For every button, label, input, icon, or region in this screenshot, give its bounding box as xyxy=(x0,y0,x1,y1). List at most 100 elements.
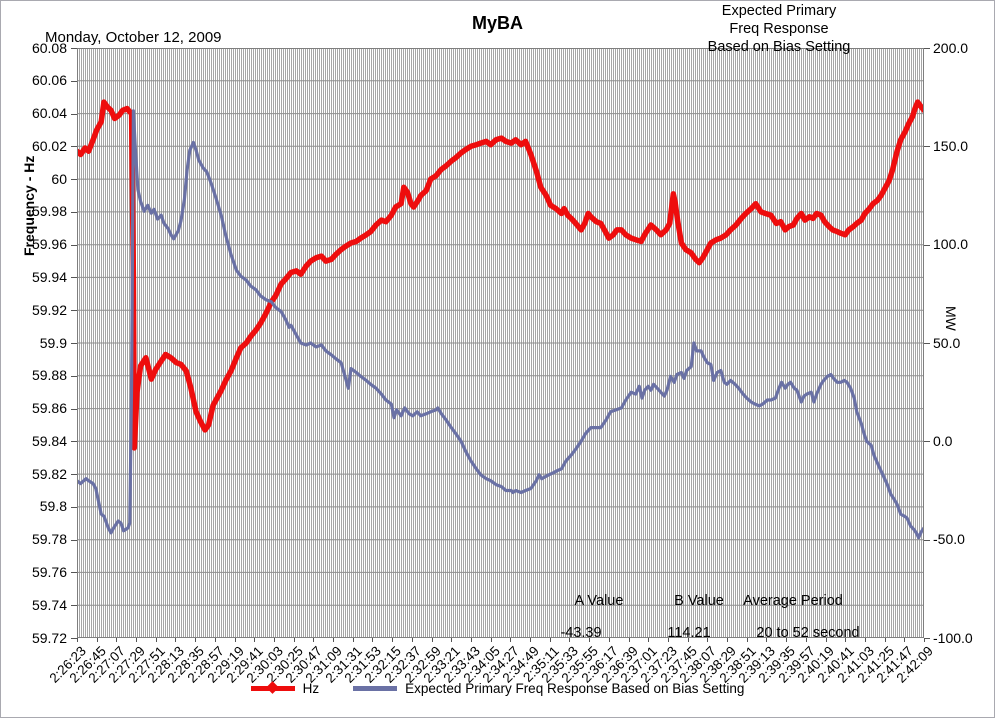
annotation-avg-period-value: 20 to 52 second xyxy=(756,625,860,641)
right-header-line-3: Based on Bias Setting xyxy=(707,39,851,55)
y-left-tick-mark xyxy=(71,244,77,246)
x-tick-mark xyxy=(667,638,669,642)
annotation-a-value: -43.39 xyxy=(560,625,602,641)
x-tick-mark xyxy=(569,638,571,642)
x-tick-mark xyxy=(608,638,610,642)
y-left-tick-label: 60.06 xyxy=(31,72,67,89)
y-left-tick-label: 59.72 xyxy=(31,629,67,646)
y-right-tick-label: 100.0 xyxy=(933,236,969,253)
legend-response-label: Expected Primary Freq Response Based on … xyxy=(405,681,745,696)
y-left-tick-label: 59.98 xyxy=(31,203,67,220)
x-tick-mark xyxy=(687,638,689,642)
hz-diamond-marker-icon xyxy=(265,681,279,694)
x-tick-mark xyxy=(825,638,827,642)
x-tick-mark xyxy=(411,638,413,642)
x-tick-mark xyxy=(628,638,630,642)
x-tick-mark xyxy=(727,638,729,642)
y-left-tick-label: 59.88 xyxy=(31,367,67,384)
x-tick-mark xyxy=(746,638,748,642)
y-right-tick-mark xyxy=(924,343,930,344)
x-tick-mark xyxy=(490,638,492,642)
x-tick-mark xyxy=(510,638,512,642)
x-tick-mark xyxy=(195,638,197,642)
annotation-avg-period-label: Average Period xyxy=(743,593,843,609)
response-series-line-sample xyxy=(353,686,398,691)
x-tick-mark xyxy=(333,638,335,642)
x-tick-mark xyxy=(96,638,98,642)
annotation-b-value: 114.21 xyxy=(667,625,711,641)
y-left-tick-mark xyxy=(71,48,77,49)
x-tick-mark xyxy=(254,638,256,642)
y-left-tick-mark xyxy=(71,310,77,312)
hz-series-line xyxy=(77,99,924,451)
x-tick-mark xyxy=(884,638,886,642)
y-left-tick-mark xyxy=(71,113,77,115)
x-tick-mark xyxy=(136,638,138,642)
response-series-line xyxy=(77,109,924,540)
y-right-tick-label: -100.0 xyxy=(933,629,973,646)
x-tick-mark xyxy=(549,638,551,642)
x-tick-mark xyxy=(392,638,394,642)
x-tick-mark xyxy=(313,638,315,642)
y-left-tick-label: 59.86 xyxy=(31,400,67,417)
y-right-tick-label: 150.0 xyxy=(933,137,969,154)
y-right-axis-title: MW xyxy=(943,306,959,331)
y-right-tick-mark xyxy=(924,638,930,639)
y-left-tick-mark xyxy=(71,375,77,377)
y-right-tick-mark xyxy=(924,539,930,541)
y-left-tick-label: 60.08 xyxy=(31,39,67,56)
hz-series-line-sample xyxy=(250,681,295,694)
right-header-line-1: Expected Primary xyxy=(721,3,837,19)
y-left-tick-label: 59.74 xyxy=(31,596,67,613)
y-right-tick-mark xyxy=(924,244,930,246)
x-tick-mark xyxy=(530,638,532,642)
y-right-tick-mark xyxy=(924,441,930,443)
x-tick-mark xyxy=(589,638,591,642)
y-right-tick-label: 0.0 xyxy=(933,432,953,449)
y-left-tick-mark xyxy=(71,343,77,344)
x-tick-mark xyxy=(451,638,453,642)
y-right-tick-label: -50.0 xyxy=(933,531,965,548)
x-tick-mark xyxy=(707,638,709,642)
x-tick-mark xyxy=(924,638,925,642)
x-tick-mark xyxy=(766,638,768,642)
x-tick-mark xyxy=(431,638,433,642)
y-left-tick-label: 60.04 xyxy=(31,105,67,122)
x-tick-mark xyxy=(904,638,906,642)
chart-title: MyBA xyxy=(471,13,523,33)
y-left-tick-mark xyxy=(71,408,77,410)
y-right-tick-mark xyxy=(924,146,930,148)
y-left-tick-mark xyxy=(71,211,77,213)
y-left-tick-mark xyxy=(71,539,77,541)
legend: Hz Expected Primary Freq Response Based … xyxy=(1,681,994,696)
right-header-line-2: Freq Response xyxy=(729,21,829,37)
y-left-tick-label: 59.9 xyxy=(39,334,67,351)
x-tick-mark xyxy=(293,638,295,642)
right-header-annotation: Expected Primary Freq Response Based on … xyxy=(679,2,879,56)
x-tick-mark xyxy=(845,638,847,642)
x-tick-mark xyxy=(155,638,157,642)
x-tick-mark xyxy=(175,638,177,642)
date-label: Monday, October 12, 2009 xyxy=(45,29,222,46)
y-left-tick-mark xyxy=(71,146,77,148)
y-left-tick-label: 59.96 xyxy=(31,236,67,253)
y-left-tick-mark xyxy=(71,179,77,181)
legend-item-response: Expected Primary Freq Response Based on … xyxy=(353,681,744,696)
y-left-tick-label: 59.82 xyxy=(31,465,67,482)
annotation-a-label: A Value xyxy=(574,593,624,609)
y-left-tick-mark xyxy=(71,277,77,279)
x-tick-mark xyxy=(214,638,216,642)
legend-hz-label: Hz xyxy=(302,681,320,696)
annotation-b-label: B Value xyxy=(674,593,724,609)
x-tick-mark xyxy=(372,638,374,642)
y-left-tick-label: 59.8 xyxy=(39,498,67,515)
y-left-tick-mark xyxy=(71,638,77,639)
y-left-tick-mark xyxy=(71,605,77,607)
y-left-tick-mark xyxy=(71,474,77,476)
x-tick-mark xyxy=(470,638,472,642)
y-left-tick-label: 60 xyxy=(51,170,67,187)
y-left-tick-mark xyxy=(71,441,77,443)
x-tick-mark xyxy=(77,638,78,642)
y-left-tick-label: 59.94 xyxy=(31,268,67,285)
x-tick-mark xyxy=(864,638,866,642)
